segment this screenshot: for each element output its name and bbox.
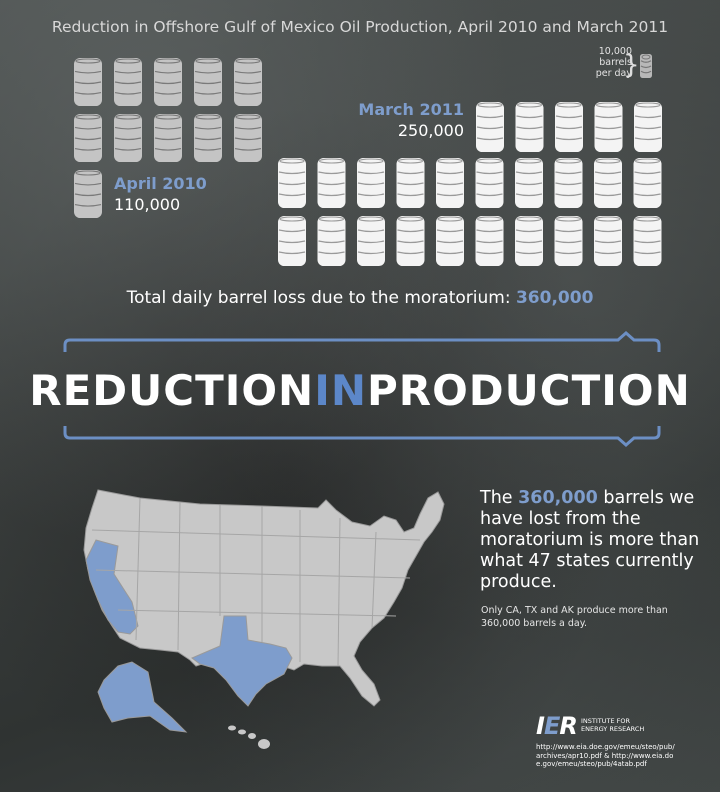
barrel-icon (436, 216, 464, 266)
loss-text: Total daily barrel loss due to the morat… (126, 288, 511, 308)
barrel-icon (515, 216, 543, 266)
barrel-icon (154, 114, 182, 162)
barrel-icon (114, 58, 142, 106)
chart-title: Reduction in Offshore Gulf of Mexico Oil… (51, 18, 669, 36)
barrel-icon (554, 216, 583, 266)
barrel-icon (234, 114, 262, 162)
headline-part-3: PRODUCTION (366, 366, 691, 415)
barrel-icon (436, 158, 464, 208)
barrel-icon (594, 216, 622, 266)
barrel-icon (555, 102, 583, 152)
headline-part-1: REDUCTION (29, 366, 315, 415)
logo-r: R (559, 712, 578, 740)
logo-line-1: INSTITUTE FOR (581, 717, 631, 725)
headline: REDUCTIONINPRODUCTION (0, 366, 720, 416)
legend-line-1: 10,000 (598, 46, 632, 57)
barrel-icon (396, 216, 425, 266)
barrel-icon (475, 216, 504, 266)
barrel-icon (317, 216, 346, 266)
barrel-icon (74, 114, 102, 162)
barrel-icon (633, 216, 662, 266)
barrel-icon (74, 170, 102, 218)
ier-logo: IER (536, 712, 578, 740)
barrel-icon (234, 58, 262, 106)
barrel-icon (515, 158, 543, 208)
logo-i: I (536, 712, 545, 740)
barrel-icon (475, 158, 504, 208)
barrel-icon (154, 58, 182, 106)
para-post: barrels we have lost from the moratorium… (480, 488, 700, 592)
logo-text: INSTITUTE FOR ENERGY RESEARCH (581, 717, 671, 733)
april-barrel-group (74, 58, 262, 218)
barrel-icon (594, 158, 622, 208)
barrel-icon (640, 54, 652, 78)
march-barrel-group (278, 102, 662, 266)
legend-line-2: barrels (599, 57, 632, 68)
barrel-icon (194, 114, 222, 162)
april-value: 110,000 (114, 195, 181, 214)
barrel-icon (74, 58, 102, 106)
barrel-icon (357, 216, 385, 266)
legend-label: 10,000 barrels per day (572, 46, 632, 79)
comparison-paragraph: The 360,000 barrels we have lost from th… (480, 488, 720, 593)
barrel-icon (634, 102, 662, 152)
map-hawaii (228, 725, 270, 749)
us-map (83, 489, 445, 749)
sources: http://www.eia.doe.gov/emeu/steo/pub/arc… (536, 743, 675, 768)
barrel-icon (396, 158, 425, 208)
barrel-icon (278, 158, 306, 208)
april-label: April 2010 (114, 174, 207, 193)
loss-statement: Total daily barrel loss due to the morat… (0, 288, 720, 308)
footnote: Only CA, TX and AK produce more than 360… (481, 605, 668, 629)
map-texas (191, 615, 293, 707)
march-value: 250,000 (397, 121, 464, 140)
barrel-icon (114, 114, 142, 162)
brace-icon: } (623, 50, 640, 80)
barrel-icon (317, 158, 346, 208)
logo-e: E (543, 712, 560, 740)
barrel-icon (515, 102, 544, 152)
map-lower-48 (83, 489, 445, 707)
headline-part-2: IN (314, 366, 367, 415)
barrel-icon (633, 158, 662, 208)
para-pre: The (480, 488, 519, 508)
headline-frame (63, 331, 661, 447)
legend-line-3: per day (595, 68, 632, 79)
barrel-icon (357, 158, 385, 208)
barrel-icon (554, 158, 583, 208)
barrel-icon (594, 102, 623, 152)
logo-line-2: ENERGY RESEARCH (581, 725, 645, 733)
para-number: 360,000 (518, 488, 598, 508)
barrel-icon (194, 58, 222, 106)
barrel-icon (640, 54, 652, 78)
loss-value: 360,000 (515, 288, 594, 308)
march-label: March 2011 (358, 100, 464, 119)
barrel-icon (278, 216, 306, 266)
barrel-icon (476, 102, 504, 152)
map-alaska (97, 661, 188, 733)
